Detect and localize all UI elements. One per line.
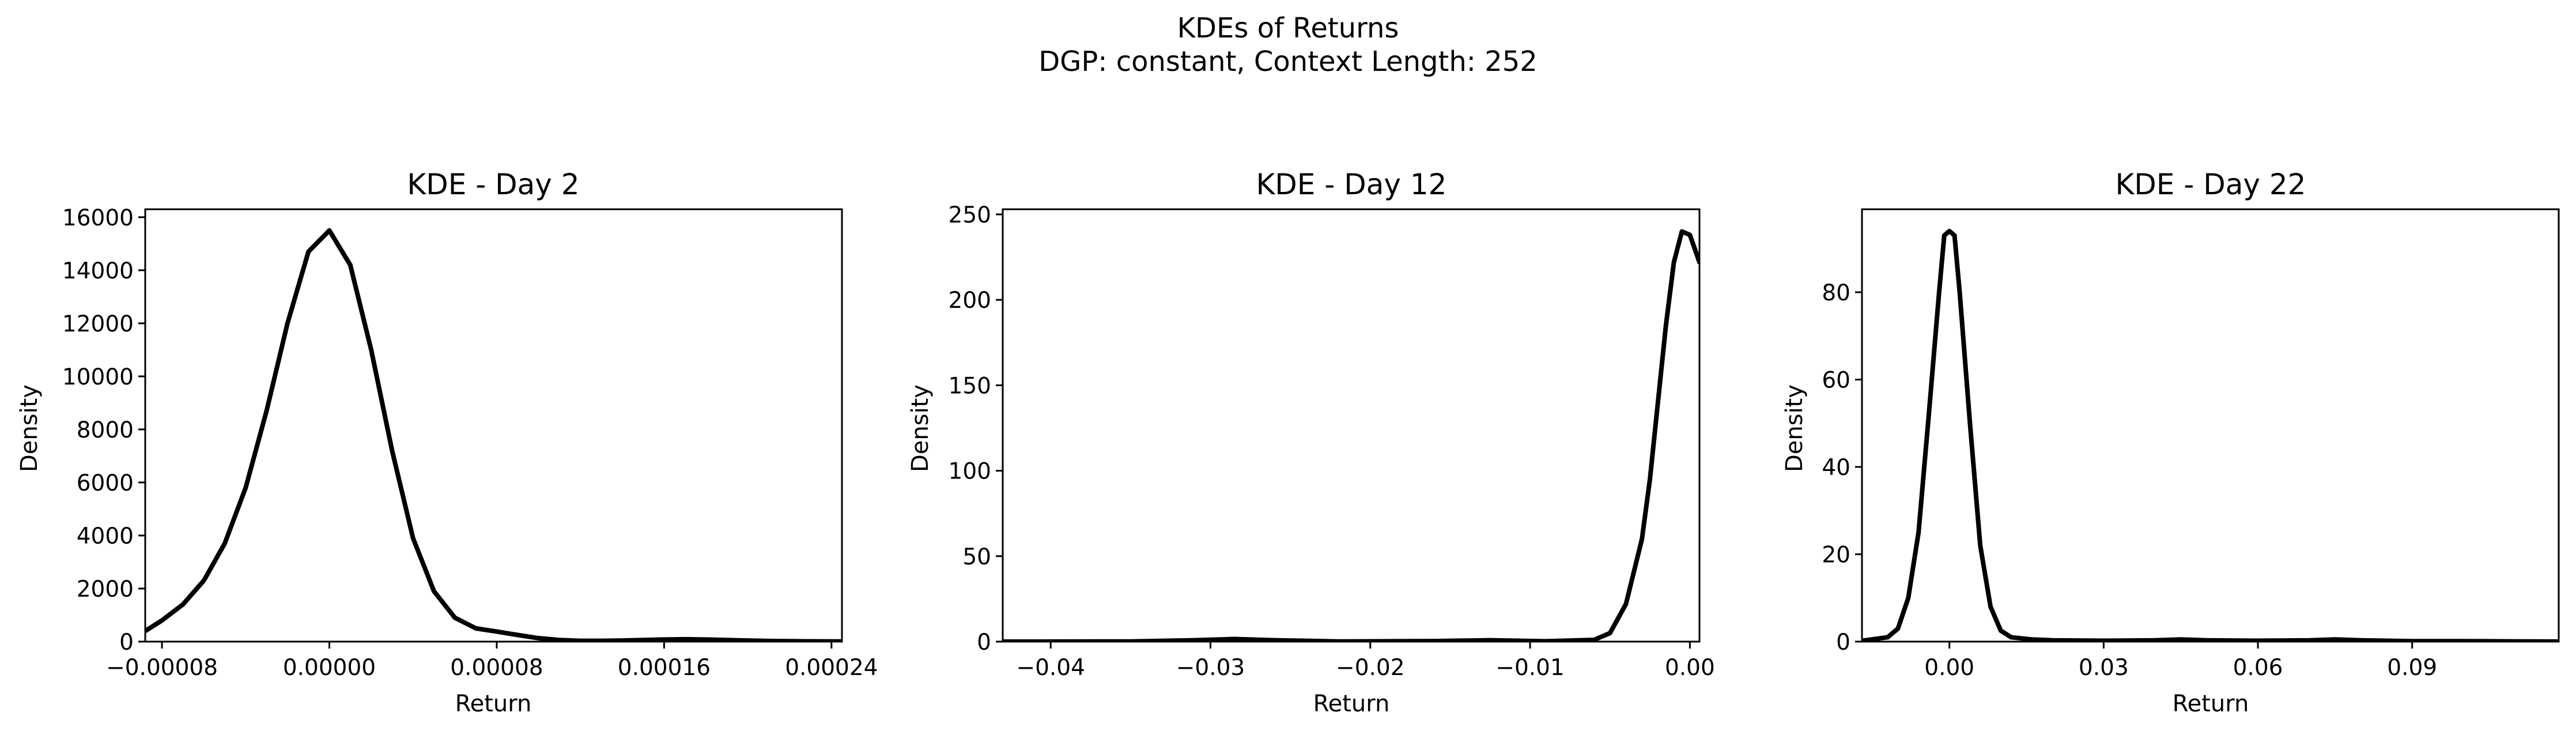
subplot-day-22: KDE - Day 22 0.00 0.03 0.06 0.09 0 20 40 60 80 R…	[1781, 168, 2560, 717]
x-tick-label: −0.02	[1336, 655, 1405, 681]
x-tick-label: −0.03	[1176, 655, 1245, 681]
x-tick-label: 0.09	[2387, 655, 2437, 681]
y-tick-label: 40	[1822, 455, 1850, 481]
y-axis-label: Density	[907, 385, 934, 472]
plot-area: −0.04 −0.03 −0.02 −0.01 0.00 0 50 100 150 200 250	[949, 202, 1715, 681]
subplot-day-2: KDE - Day 2 −0.00008 0.00000 0.00008 0.0001…	[16, 168, 878, 717]
y-tick-label: 200	[949, 288, 991, 314]
x-axis-label: Return	[2173, 691, 2249, 717]
plot-area: −0.00008 0.00000 0.00008 0.00016 0.00024 0 200…	[62, 205, 878, 681]
y-tick-label: 100	[949, 459, 991, 485]
kde-line-series-0	[1862, 228, 2559, 642]
subplot-title: KDE - Day 2	[407, 168, 579, 201]
subplot-day-12: KDE - Day 12 −0.04 −0.03 −0.02 −0.01 0.00 0 50…	[907, 168, 1715, 717]
x-tick-label: −0.00008	[106, 655, 218, 681]
y-tick-label: 4000	[77, 523, 134, 549]
y-tick-label: 50	[962, 544, 991, 570]
y-tick-label: 12000	[62, 311, 134, 337]
kde-line-series-0	[1003, 229, 1699, 642]
y-tick-label: 60	[1822, 367, 1850, 393]
subplot-title: KDE - Day 12	[1256, 168, 1447, 201]
y-axis-label: Density	[16, 385, 43, 472]
y-tick-label: 0	[1836, 630, 1850, 655]
plot-area: 0.00 0.03 0.06 0.09 0 20 40 60 80	[1822, 208, 2560, 681]
axes-frame	[144, 208, 843, 643]
y-tick-label: 16000	[62, 205, 134, 231]
y-tick-label: 10000	[62, 364, 134, 390]
x-axis-label: Return	[455, 691, 532, 717]
y-tick-label: 2000	[77, 576, 134, 602]
x-tick-label: 0.00016	[618, 655, 711, 681]
x-tick-label: 0.03	[2079, 655, 2129, 681]
x-tick-label: 0.00	[1665, 655, 1715, 681]
x-tick-label: −0.04	[1016, 655, 1085, 681]
x-axis-label: Return	[1313, 691, 1390, 717]
x-tick-label: 0.06	[2233, 655, 2283, 681]
y-tick-label: 8000	[77, 417, 134, 443]
x-tick-label: 0.00	[1924, 655, 1974, 681]
y-tick-label: 20	[1822, 542, 1850, 568]
y-tick-label: 80	[1822, 280, 1850, 306]
axes-frame	[1861, 208, 2560, 643]
y-axis-label: Density	[1781, 385, 1808, 472]
figure-title: KDEs of Returns	[1177, 12, 1399, 44]
figure-subtitle: DGP: constant, Context Length: 252	[1038, 46, 1538, 78]
x-tick-label: 0.00008	[450, 655, 543, 681]
subplot-title: KDE - Day 22	[2116, 168, 2306, 201]
kde-line-series-0	[145, 228, 842, 642]
y-tick-label: 150	[949, 373, 991, 399]
x-tick-label: 0.00000	[283, 655, 376, 681]
axes-frame	[1002, 208, 1701, 643]
y-tick-label: 0	[977, 630, 991, 655]
y-tick-label: 14000	[62, 258, 134, 284]
y-tick-label: 0	[119, 630, 134, 655]
x-tick-label: 0.00024	[785, 655, 878, 681]
x-tick-label: −0.01	[1495, 655, 1565, 681]
y-tick-label: 6000	[77, 470, 134, 496]
y-tick-label: 250	[949, 202, 991, 228]
